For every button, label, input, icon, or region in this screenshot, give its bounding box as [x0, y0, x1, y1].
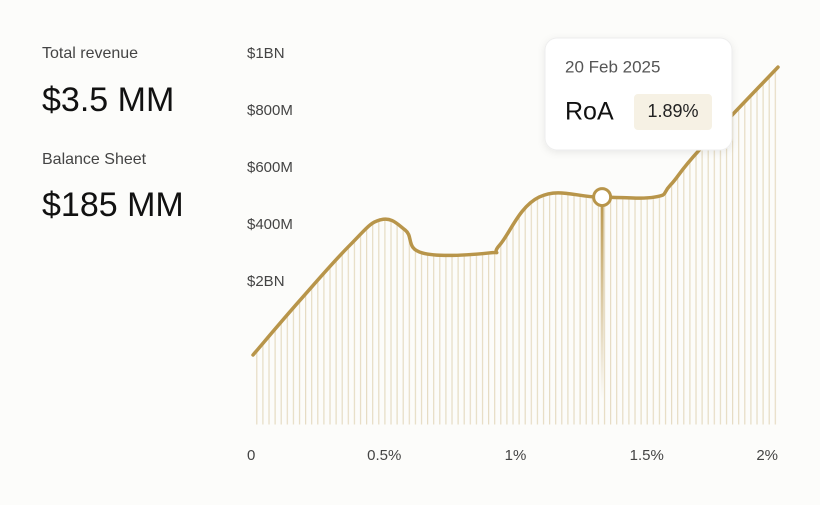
stat-label: Total revenue: [42, 45, 138, 62]
x-tick-label: 0.5%: [367, 447, 401, 464]
stat-value: $3.5 MM: [42, 81, 174, 119]
tooltip-value: 1.89%: [647, 101, 698, 121]
tooltip-date: 20 Feb 2025: [565, 57, 660, 76]
x-tick-label: 0: [247, 447, 255, 464]
stat-label: Balance Sheet: [42, 151, 147, 168]
x-tick-label: 1.5%: [630, 447, 664, 464]
highlight-line: [600, 197, 604, 400]
y-tick-label: $600M: [247, 159, 293, 176]
y-tick-label: $800M: [247, 102, 293, 119]
y-tick-label: $400M: [247, 216, 293, 233]
stat-value: $185 MM: [42, 186, 184, 224]
tooltip-pill: [634, 94, 712, 130]
y-tick-label: $1BN: [247, 45, 285, 62]
x-tick-label: 2%: [756, 447, 778, 464]
y-tick-label: $2BN: [247, 273, 285, 290]
area: [253, 67, 778, 425]
x-tick-label: 1%: [505, 447, 527, 464]
line: [251, 65, 780, 357]
highlight-point: [592, 187, 613, 208]
tooltip-label: RoA: [565, 98, 614, 126]
